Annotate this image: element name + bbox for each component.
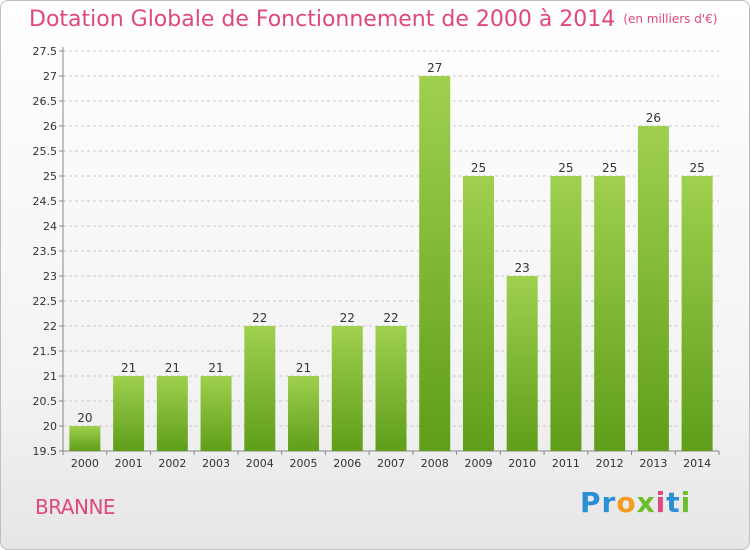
data-label: 22 <box>252 311 267 325</box>
x-tick-label: 2004 <box>246 457 274 470</box>
chart-title: Dotation Globale de Fonctionnement de 20… <box>29 7 717 32</box>
x-tick-label: 2007 <box>377 457 405 470</box>
x-tick-label: 2008 <box>421 457 449 470</box>
x-tick-label: 2006 <box>333 457 361 470</box>
data-label: 25 <box>602 161 617 175</box>
logo-part: x <box>636 486 656 519</box>
bar <box>462 176 494 451</box>
x-tick-label: 2013 <box>639 457 667 470</box>
data-label: 22 <box>340 311 355 325</box>
logo-part: i <box>680 486 692 519</box>
logo-part: i <box>655 486 667 519</box>
y-tick-label: 20.5 <box>33 395 58 408</box>
bar <box>550 176 582 451</box>
x-tick-label: 2012 <box>596 457 624 470</box>
y-tick-label: 22 <box>43 320 57 333</box>
x-tick-labels: 2000 2001 2002 2003 2004 2005 2006 2007 2008 2009… <box>71 457 711 470</box>
x-tick-label: 2002 <box>158 457 186 470</box>
x-tick-label: 2001 <box>115 457 143 470</box>
logo-part: o <box>616 486 637 519</box>
data-label: 25 <box>689 161 704 175</box>
y-tick-label: 24 <box>43 220 57 233</box>
y-tick-label: 26.5 <box>33 95 58 108</box>
data-label: 26 <box>646 111 661 125</box>
location-name: BRANNE <box>35 495 116 519</box>
data-label: 21 <box>121 361 136 375</box>
y-tick-label: 23.5 <box>33 245 58 258</box>
bar <box>375 326 407 451</box>
x-tick-label: 2010 <box>508 457 536 470</box>
y-tick-label: 25.5 <box>33 145 58 158</box>
y-tick-label: 20 <box>43 420 57 433</box>
data-label: 21 <box>208 361 223 375</box>
x-tick-label: 2005 <box>290 457 318 470</box>
data-label: 25 <box>558 161 573 175</box>
logo-part: t <box>666 486 681 519</box>
bar <box>419 76 451 451</box>
y-tick-label: 24.5 <box>33 195 58 208</box>
bar <box>113 376 145 451</box>
bar <box>69 426 101 451</box>
y-tick-label: 25 <box>43 170 57 183</box>
x-tick-label: 2011 <box>552 457 580 470</box>
logo-part: Pr <box>580 486 617 519</box>
x-tick-label: 2000 <box>71 457 99 470</box>
bar <box>331 326 363 451</box>
data-label: 21 <box>296 361 311 375</box>
proxiti-logo: Proxiti <box>580 486 691 519</box>
y-tick-label: 27.5 <box>33 45 58 58</box>
chart-subtitle: (en milliers d'€) <box>623 12 718 26</box>
data-label: 25 <box>471 161 486 175</box>
bar <box>244 326 276 451</box>
data-label: 23 <box>515 261 530 275</box>
y-tick-labels: 19.5 20 20.5 21 21.5 22 22.5 23 23.5 24 24.5 25 25.5… <box>33 45 58 458</box>
y-tick-label: 19.5 <box>33 445 58 458</box>
bars <box>69 76 713 451</box>
y-tick-label: 27 <box>43 70 57 83</box>
data-labels: 20 21 21 21 22 21 22 22 27 25 23 25 25 26 25 <box>77 61 705 425</box>
bar <box>594 176 626 451</box>
data-label: 22 <box>383 311 398 325</box>
bar <box>288 376 320 451</box>
data-label: 20 <box>77 411 92 425</box>
x-tick-label: 2014 <box>683 457 711 470</box>
bar <box>200 376 232 451</box>
y-tick-label: 26 <box>43 120 57 133</box>
y-tick-label: 21.5 <box>33 345 58 358</box>
y-tick-label: 22.5 <box>33 295 58 308</box>
y-tick-label: 23 <box>43 270 57 283</box>
bar <box>681 176 713 451</box>
y-tick-label: 21 <box>43 370 57 383</box>
data-label: 27 <box>427 61 442 75</box>
x-tick-label: 2009 <box>464 457 492 470</box>
bar <box>637 126 669 451</box>
bar <box>506 276 538 451</box>
title-text: Dotation Globale de Fonctionnement de 20… <box>29 7 616 32</box>
data-label: 21 <box>165 361 180 375</box>
bar <box>156 376 188 451</box>
x-tick-label: 2003 <box>202 457 230 470</box>
